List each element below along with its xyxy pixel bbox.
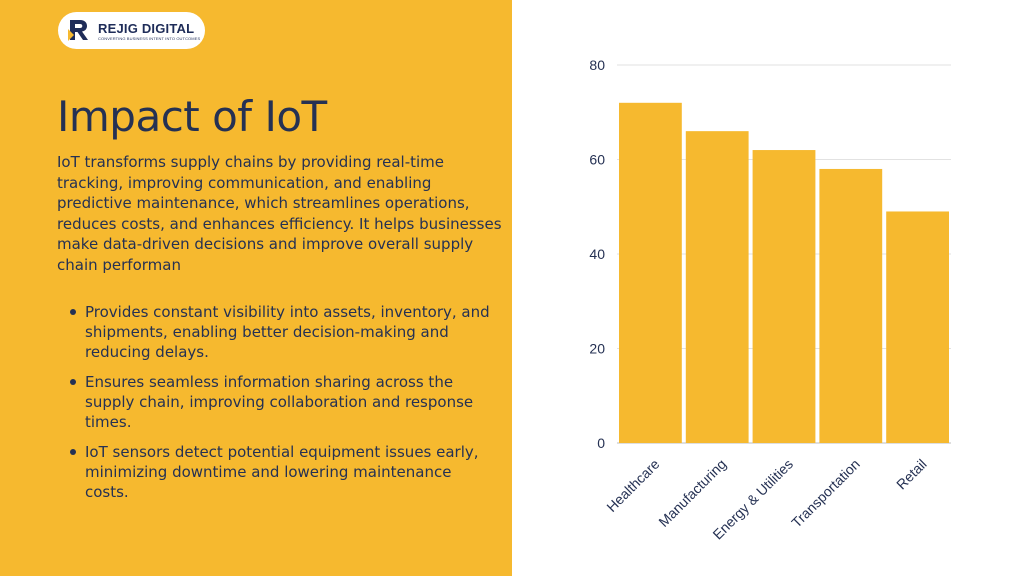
brand-tagline: CONVERTING BUSINESS INTENT INTO OUTCOMES	[98, 36, 201, 41]
benefit-list: Provides constant visibility into assets…	[57, 302, 497, 512]
list-item-text: IoT sensors detect potential equipment i…	[85, 443, 479, 501]
list-item: Ensures seamless information sharing acr…	[57, 372, 497, 432]
brand-logo: REJIG DIGITAL CONVERTING BUSINESS INTENT…	[58, 12, 205, 49]
y-tick-label: 60	[589, 152, 605, 168]
x-tick-label: Manufacturing	[655, 456, 729, 530]
bar	[886, 211, 949, 443]
bar	[685, 131, 749, 443]
y-tick-label: 80	[589, 57, 605, 73]
x-tick-label: Retail	[893, 456, 930, 493]
bar	[819, 168, 883, 443]
list-item: IoT sensors detect potential equipment i…	[57, 442, 497, 502]
list-item-text: Ensures seamless information sharing acr…	[85, 373, 474, 431]
brand-name: REJIG DIGITAL	[98, 21, 195, 36]
bullet-dot-icon	[70, 449, 76, 455]
page-title: Impact of IoT	[57, 92, 327, 141]
y-tick-label: 40	[589, 246, 605, 262]
list-item-text: Provides constant visibility into assets…	[85, 303, 490, 361]
list-item: Provides constant visibility into assets…	[57, 302, 497, 362]
content-panel: REJIG DIGITAL CONVERTING BUSINESS INTENT…	[0, 0, 512, 576]
x-tick-label: Transportation	[788, 456, 863, 531]
bullet-dot-icon	[70, 309, 76, 315]
intro-paragraph: IoT transforms supply chains by providin…	[57, 153, 502, 274]
y-tick-label: 0	[597, 435, 605, 451]
bar	[619, 102, 682, 444]
rejig-logo-icon	[68, 20, 88, 41]
y-tick-label: 20	[589, 341, 605, 357]
x-tick-label: Healthcare	[603, 456, 662, 515]
bullet-dot-icon	[70, 379, 76, 385]
bar	[752, 150, 816, 444]
